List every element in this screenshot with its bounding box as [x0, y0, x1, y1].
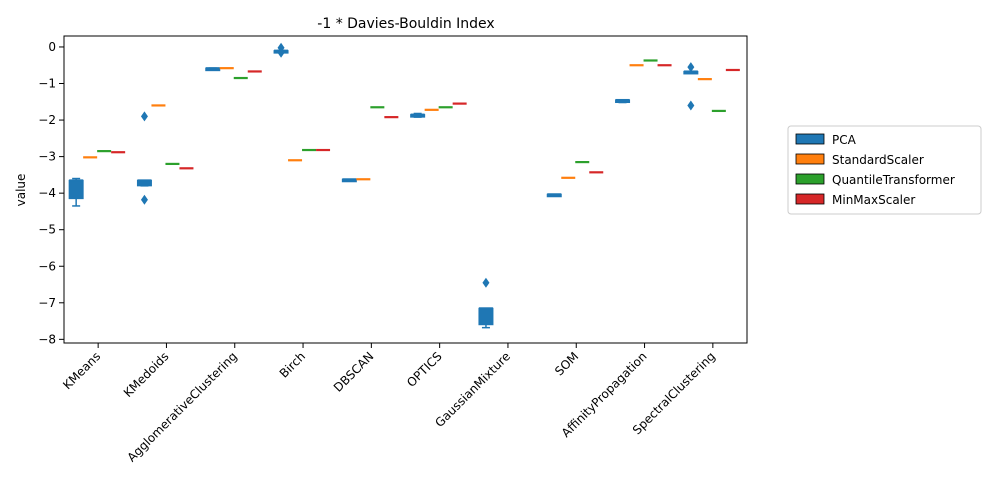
x-tick-label: AgglomerativeClustering	[125, 349, 240, 464]
x-tick-label: Birch	[277, 349, 308, 380]
plot-frame	[63, 35, 748, 344]
x-tick-label: DBSCAN	[331, 349, 377, 395]
x-tick-label: KMedoids	[121, 349, 172, 400]
legend-label: StandardScaler	[832, 153, 924, 167]
x-tick-label: OPTICS	[404, 349, 445, 390]
legend-label: MinMaxScaler	[832, 193, 915, 207]
box-PCA-KMeans	[68, 179, 84, 200]
plot-area	[68, 42, 740, 329]
outlier-point	[277, 42, 285, 53]
legend-box	[787, 125, 982, 215]
y-tick-label: −2	[38, 113, 56, 127]
legend-swatch	[795, 193, 825, 205]
legend-label: PCA	[832, 133, 857, 147]
y-tick-label: −5	[38, 223, 56, 237]
x-tick-label: KMeans	[60, 349, 103, 392]
y-tick-label: −3	[38, 150, 56, 164]
y-tick-label: 0	[48, 40, 56, 54]
legend-swatch	[795, 173, 825, 185]
legend-swatch	[795, 133, 825, 145]
y-tick-label: −7	[38, 296, 56, 310]
y-axis-title: value	[14, 174, 28, 207]
y-tick-label: −8	[38, 332, 56, 346]
legend-label: QuantileTransformer	[832, 173, 955, 187]
axes: 0 −1 −2 −3 −4 −5 −6 −7 −8 KMeans KMedoidsAgglomera…	[38, 35, 748, 465]
outlier-point	[482, 277, 490, 288]
outlier-point	[687, 100, 695, 111]
legend: PCA StandardScaler QuantileTransformer MinM…	[787, 125, 982, 215]
outlier-point	[140, 194, 148, 205]
y-tick-label: −6	[38, 259, 56, 273]
outlier-point	[140, 111, 148, 122]
y-tick-label: −4	[38, 186, 56, 200]
box-PCA-GaussianMixture	[478, 307, 494, 326]
x-tick-label: SOM	[552, 349, 581, 378]
x-tick-label: GaussianMixture	[432, 349, 513, 430]
outlier-point	[687, 62, 695, 73]
y-tick-label: −1	[38, 77, 56, 91]
outlier-point	[277, 47, 285, 58]
chart-title: -1 * Davies-Bouldin Index	[317, 16, 494, 32]
legend-swatch	[795, 153, 825, 165]
